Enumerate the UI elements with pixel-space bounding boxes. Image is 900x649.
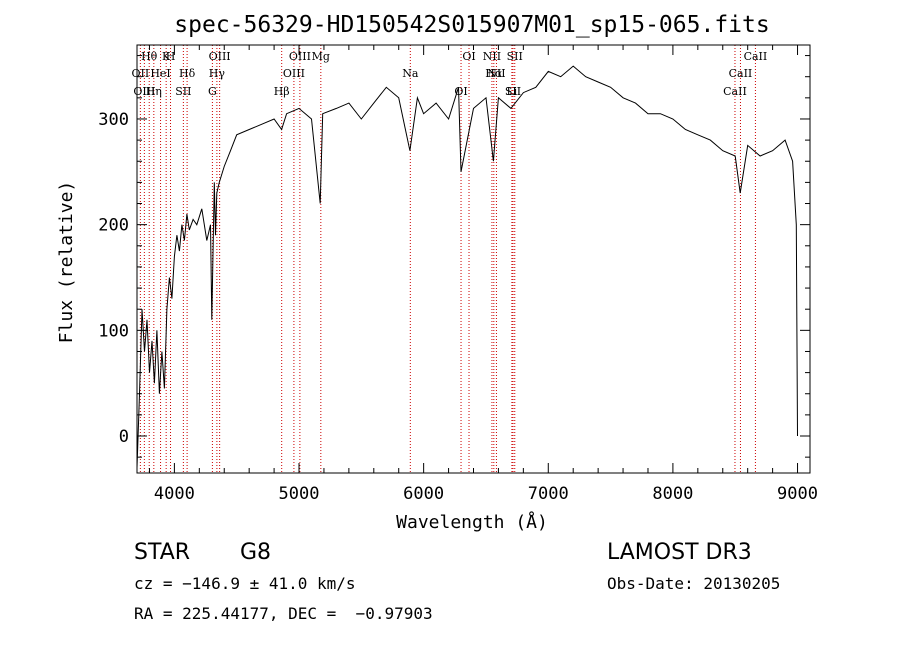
y-tick-label: 200: [98, 216, 129, 236]
line-marker-label: Hγ: [209, 67, 226, 80]
line-marker-label: CaII: [729, 67, 753, 80]
line-marker-label: Hθ: [141, 50, 158, 63]
line-marker-label: OIII: [133, 85, 155, 98]
y-tick-label: 0: [119, 427, 129, 447]
line-marker-label: SII: [507, 50, 523, 63]
line-marker-label: K: [162, 50, 171, 63]
line-marker-label: Mg: [312, 50, 330, 63]
survey-name: LAMOST DR3: [607, 540, 752, 565]
line-marker-label: Na: [402, 67, 419, 80]
line-marker-label: Hδ: [179, 67, 196, 80]
line-marker-label: OIII: [209, 50, 231, 63]
x-tick-label: 4000: [154, 484, 195, 504]
obs-date: Obs-Date: 20130205: [607, 574, 781, 593]
x-tick-label: 7000: [528, 484, 569, 504]
line-marker-label: Hβ: [274, 85, 290, 98]
x-axis-label: Wavelength (Å): [396, 511, 548, 533]
y-axis-label: Flux (relative): [56, 181, 77, 344]
line-marker-label: OII: [132, 67, 150, 80]
chart-title: spec-56329-HD150542S015907M01_sp15-065.f…: [174, 12, 769, 38]
object-class: STAR: [134, 540, 191, 565]
y-tick-label: 300: [98, 110, 129, 130]
object-subclass: G8: [240, 540, 272, 565]
x-tick-label: 9000: [777, 484, 818, 504]
x-tick-label: 6000: [403, 484, 444, 504]
y-tick-label: 100: [98, 321, 129, 341]
coordinates-info: RA = 225.44177, DEC = −0.97903: [134, 604, 433, 623]
line-marker-label: OI: [462, 50, 475, 63]
line-marker-label: SII: [505, 85, 521, 98]
redshift-info: cz = −146.9 ± 41.0 km/s: [134, 574, 356, 593]
line-marker-label: NII: [483, 50, 501, 63]
line-marker-label: G: [208, 85, 217, 98]
line-markers: [139, 45, 756, 473]
line-marker-labels: Hθ OII OIII K HeI Hη HHδ SII OIII Hγ G OIII OIII Hβ Mg…: [132, 50, 768, 98]
spectrum-line: [136, 65, 798, 468]
line-marker-label: HeI: [150, 67, 170, 80]
line-marker-label: NII: [487, 67, 505, 80]
line-marker-label: OIII: [289, 50, 311, 63]
line-marker-label: SII: [175, 85, 191, 98]
line-marker-label: CaII: [723, 85, 747, 98]
line-marker-label: H: [166, 50, 176, 63]
y-axis-ticks: 0 100 200 300: [98, 55, 810, 458]
x-tick-label: 5000: [279, 484, 320, 504]
line-marker-label: Hα: [485, 67, 503, 80]
line-marker-label: OI: [454, 85, 467, 98]
line-marker-label: Li: [506, 85, 517, 98]
x-tick-label: 8000: [652, 484, 693, 504]
line-marker-label: CaII: [744, 50, 768, 63]
line-marker-label: OIII: [283, 67, 305, 80]
line-marker-label: Hη: [146, 85, 162, 98]
x-axis-ticks: 4000 5000 6000 7000 8000 9000: [148, 45, 818, 504]
